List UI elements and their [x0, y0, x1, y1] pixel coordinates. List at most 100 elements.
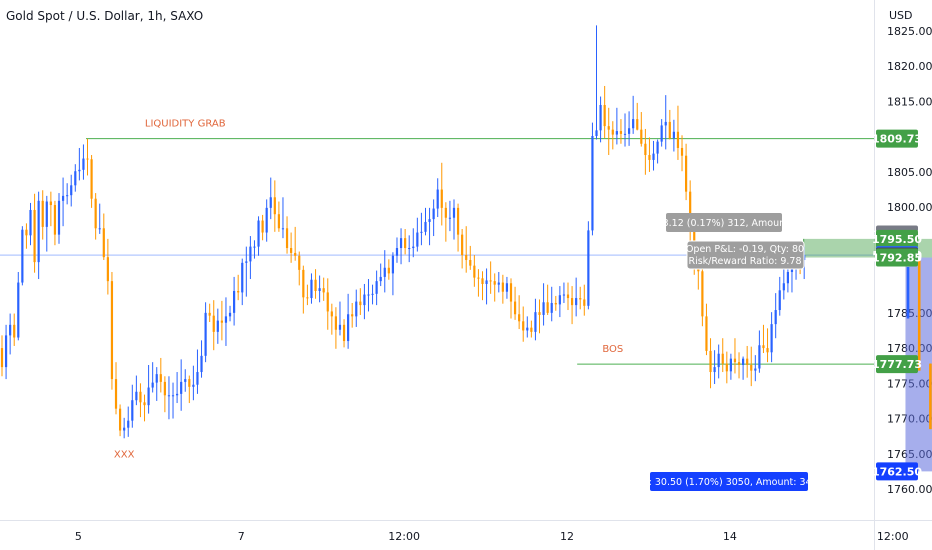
candle: [705, 316, 708, 351]
candle: [17, 282, 20, 338]
candle: [505, 283, 509, 292]
candle: [733, 358, 737, 363]
candle: [603, 104, 606, 127]
candle: [9, 324, 12, 336]
candle: [526, 327, 529, 331]
candle: [448, 217, 452, 219]
candle: [412, 246, 415, 249]
candle: [444, 207, 447, 218]
candle: [493, 281, 496, 285]
projected-candle: [906, 267, 910, 319]
candle: [78, 169, 81, 172]
candle: [538, 312, 541, 315]
candle: [123, 427, 126, 431]
candle: [204, 312, 207, 356]
candle: [554, 302, 557, 305]
candle: [391, 255, 395, 274]
candle: [379, 276, 382, 282]
candle: [4, 335, 8, 368]
candle: [619, 131, 623, 134]
candle: [452, 207, 456, 218]
candle: [41, 200, 44, 227]
candle: [21, 229, 24, 283]
candle: [326, 292, 329, 312]
candle: [135, 391, 138, 401]
candle: [118, 408, 122, 431]
candle: [143, 402, 146, 406]
candle: [25, 229, 28, 236]
candle: [180, 381, 183, 394]
annotation-label: XXX: [114, 449, 135, 460]
candle: [611, 129, 614, 135]
candle: [355, 301, 358, 317]
candle: [550, 302, 553, 313]
candle: [224, 316, 228, 323]
candle: [469, 260, 472, 266]
candle: [306, 297, 309, 299]
candle: [713, 367, 716, 373]
candle: [167, 395, 171, 397]
candle: [518, 314, 521, 322]
candle: [737, 362, 741, 365]
candle: [302, 269, 305, 298]
candle: [742, 358, 745, 365]
candle: [387, 267, 390, 274]
candle: [37, 200, 40, 263]
candle: [359, 301, 362, 306]
candle: [163, 381, 166, 396]
candle: [175, 393, 179, 396]
candle: [461, 234, 464, 256]
price-label-box: [876, 129, 918, 148]
candle: [273, 197, 276, 215]
candle: [485, 280, 488, 284]
candle: [155, 374, 158, 383]
price-label: 1792.85: [872, 252, 922, 265]
candle: [782, 283, 785, 291]
candle: [399, 238, 403, 249]
candle: [746, 358, 749, 365]
candle: [351, 314, 354, 317]
candle: [640, 129, 643, 144]
candle: [416, 232, 419, 247]
candle: [147, 387, 150, 406]
stop-label-box: [666, 213, 782, 232]
candle: [440, 189, 443, 208]
candle: [208, 312, 211, 316]
candle: [591, 135, 594, 231]
candle: [579, 298, 582, 300]
candle: [709, 350, 712, 373]
candle: [786, 271, 789, 284]
candle: [587, 230, 590, 306]
candle: [371, 293, 374, 295]
candle: [534, 312, 537, 332]
candle: [265, 207, 268, 233]
candle: [61, 195, 65, 201]
candle: [338, 324, 342, 330]
y-tick-label: 1800.00: [887, 201, 932, 214]
candle: [375, 281, 378, 294]
candle: [509, 283, 513, 302]
candle: [200, 355, 203, 373]
y-tick-label: 1805.00: [887, 166, 932, 179]
candle: [151, 382, 154, 388]
y-tick-label: 1815.00: [887, 95, 932, 108]
candle: [566, 294, 570, 299]
candle: [261, 220, 264, 233]
candle: [171, 395, 175, 397]
candle: [717, 353, 720, 368]
candle: [139, 391, 142, 403]
candle: [623, 133, 627, 135]
open-pnl-label: Open P&L: -0.19, Qty: 80: [686, 244, 804, 255]
candle: [754, 368, 757, 371]
candle: [680, 147, 684, 156]
candle: [599, 104, 602, 131]
candle: [473, 265, 476, 278]
candle: [770, 324, 773, 353]
projected-candle: [917, 260, 921, 371]
candle: [684, 155, 688, 192]
candle: [249, 246, 252, 262]
candle: [330, 311, 333, 317]
candle: [778, 290, 781, 311]
